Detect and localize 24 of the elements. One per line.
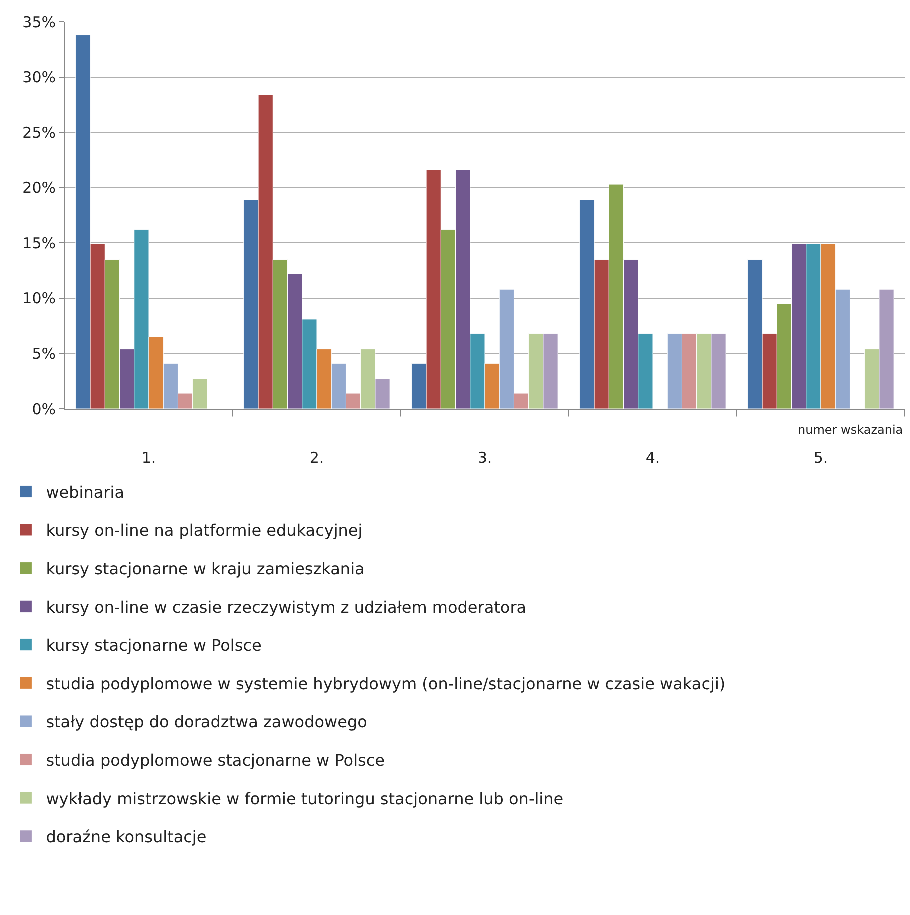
legend-label: kursy on-line na platformie edukacyjnej (46, 521, 363, 540)
y-tick-label: 35% (22, 13, 56, 32)
y-tick-label: 15% (22, 234, 56, 252)
legend-label: studia podyplomowe stacjonarne w Polsce (46, 751, 386, 770)
legend-label: kursy stacjonarne w Polsce (46, 636, 262, 656)
text: numer wskazania (798, 423, 904, 437)
x-tick-label: 4. (646, 449, 660, 467)
x-tick-label: 5. (814, 449, 828, 467)
y-tick-label: 5% (32, 344, 56, 363)
y-tick-label: 20% (22, 179, 56, 198)
x-tick-label: 3. (478, 449, 492, 467)
y-tick-label: 25% (22, 124, 56, 142)
legend-label: wykłady mistrzowskie w formie tutoringu stacjonarne lub on-line (46, 789, 564, 808)
legend-label: webinaria (46, 482, 125, 502)
y-tick-label: 10% (22, 290, 56, 308)
y-tick-label: 0% (32, 400, 56, 418)
legend-label: studia podyplomowe w systemie hybrydowym (on-line/stacjonarne w czasie wakacji) (46, 674, 726, 694)
legend-label: kursy stacjonarne w kraju zamieszkania (46, 560, 365, 579)
legend-label: doraźne konsultacje (46, 828, 207, 847)
legend-label: stały dostęp do doradztwa zawodowego (46, 712, 368, 732)
x-tick-label: 1. (142, 449, 156, 467)
y-tick-label: 30% (22, 68, 56, 87)
x-tick-label: 2. (310, 449, 324, 467)
legend-label: kursy on-line w czasie rzeczywistym z udziałem moderatora (46, 598, 527, 617)
